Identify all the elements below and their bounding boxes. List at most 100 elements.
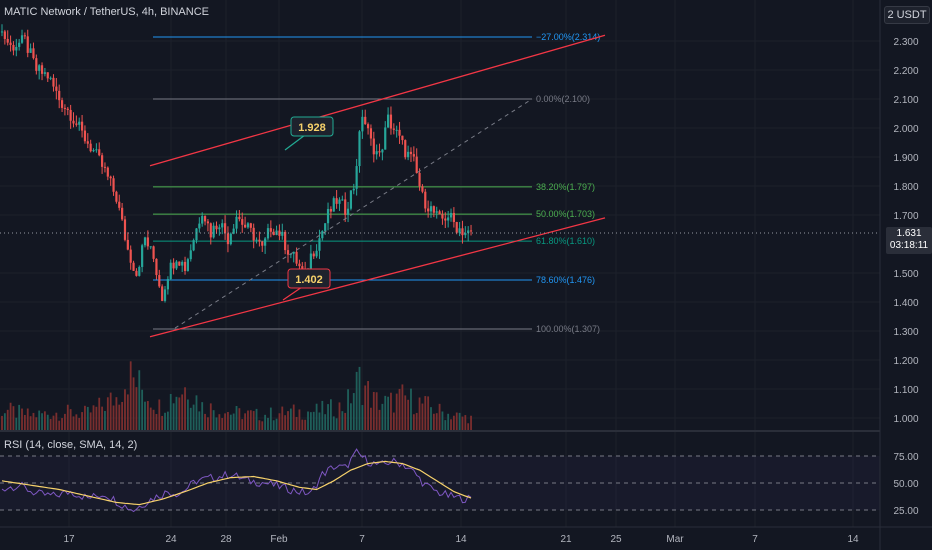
volume-bar	[381, 403, 384, 430]
fib-level-label: 61.80%(1.610)	[536, 236, 595, 246]
volume-bar	[407, 399, 410, 430]
volume-bar	[46, 414, 49, 430]
candle-body	[235, 216, 238, 229]
callout-pointer	[282, 286, 303, 301]
volume-bar	[350, 403, 352, 430]
candle-body	[272, 231, 275, 235]
volume-bar	[212, 410, 215, 430]
callout-text: 1.928	[298, 122, 326, 134]
fib-level-label: 0.00%(2.100)	[536, 94, 590, 104]
currency-unit-button[interactable]: 2 USDT	[884, 6, 930, 24]
volume-bar	[284, 415, 287, 430]
volume-bar	[272, 420, 275, 430]
candle-body	[72, 120, 75, 124]
volume-bar	[178, 397, 181, 430]
volume-bar	[470, 415, 472, 430]
candle-body	[364, 116, 367, 125]
volume-bar	[138, 370, 141, 430]
rsi-legend[interactable]: RSI (14, close, SMA, 14, 2)	[4, 439, 138, 451]
volume-bar	[72, 416, 75, 430]
candle-body	[46, 72, 49, 79]
volume-bar	[23, 414, 26, 430]
volume-bar	[218, 414, 221, 430]
candle-body	[335, 198, 338, 204]
symbol-legend[interactable]: MATIC Network / TetherUS, 4h, BINANCE	[4, 6, 209, 18]
volume-bar	[198, 411, 201, 430]
volume-bar	[129, 361, 132, 430]
volume-bar	[424, 396, 427, 430]
volume-bar	[135, 387, 138, 430]
price-tick-label: 2.000	[893, 124, 918, 135]
candle-body	[286, 250, 290, 255]
candle-body	[12, 44, 15, 51]
volume-bar	[15, 417, 18, 430]
volume-bar	[26, 408, 29, 430]
candle-body	[349, 190, 353, 209]
rsi-pane	[0, 448, 880, 513]
volume-bar	[367, 381, 369, 430]
price-tick-label: 1.300	[893, 327, 918, 338]
volume-bar	[438, 403, 441, 430]
candle-body	[138, 266, 141, 276]
volume-bar	[341, 411, 344, 430]
volume-bar	[452, 415, 455, 430]
candle-body	[75, 123, 78, 125]
rsi-tick-label: 25.00	[893, 506, 918, 517]
candle-body	[63, 107, 67, 109]
volume-bar	[264, 414, 267, 430]
candle-body	[449, 212, 453, 218]
volume-bar	[435, 413, 438, 430]
candle-body	[92, 150, 95, 152]
fib-level-label: 78.60%(1.476)	[536, 275, 595, 285]
candle-body	[158, 275, 161, 287]
volume-bar	[241, 419, 244, 430]
volume-bar	[392, 412, 395, 430]
volume-bar	[66, 404, 69, 430]
price-tick-label: 1.500	[893, 269, 918, 280]
fib-level-label: 100.00%(1.307)	[536, 324, 600, 334]
candle-body	[221, 223, 224, 228]
candle-body	[298, 263, 301, 267]
candle-body	[9, 42, 12, 45]
candle-body	[312, 253, 315, 257]
price-tick-label: 1.400	[893, 298, 918, 309]
volume-bar	[258, 420, 261, 430]
volume-bar	[3, 413, 6, 430]
volume-bar	[29, 416, 32, 430]
volume-bar	[106, 397, 109, 430]
volume-bar	[390, 392, 392, 430]
candle-body	[146, 237, 149, 247]
volume-bar	[89, 412, 92, 430]
volume-bar	[195, 395, 198, 430]
candle-body	[292, 251, 295, 254]
candle-body	[89, 143, 92, 152]
candle-body	[32, 48, 35, 59]
volume-bar	[352, 393, 355, 430]
volume-bar	[6, 409, 9, 430]
candle-body	[344, 199, 347, 215]
candle-body	[372, 138, 375, 155]
volume-bar	[321, 400, 324, 430]
candle-body	[381, 149, 384, 153]
price-tick-label: 1.100	[893, 385, 918, 396]
candle-body	[255, 239, 258, 241]
volume-bar	[221, 418, 224, 430]
volume-bar	[109, 392, 112, 430]
volume-bar	[441, 411, 444, 430]
candle-body	[203, 216, 207, 222]
candle-body	[447, 217, 450, 221]
candle-body	[238, 216, 241, 220]
volume-bar	[430, 407, 432, 430]
candle-body	[278, 230, 281, 236]
candle-body	[40, 65, 44, 74]
volume-bar	[9, 402, 12, 430]
volume-bar	[175, 396, 178, 430]
candle-body	[58, 90, 61, 101]
volume-bar	[421, 403, 424, 430]
volume-bar	[144, 401, 146, 430]
volume-bar	[261, 421, 264, 430]
candle-body	[149, 246, 152, 248]
candle-body	[23, 35, 26, 37]
volume-bar	[412, 414, 415, 430]
